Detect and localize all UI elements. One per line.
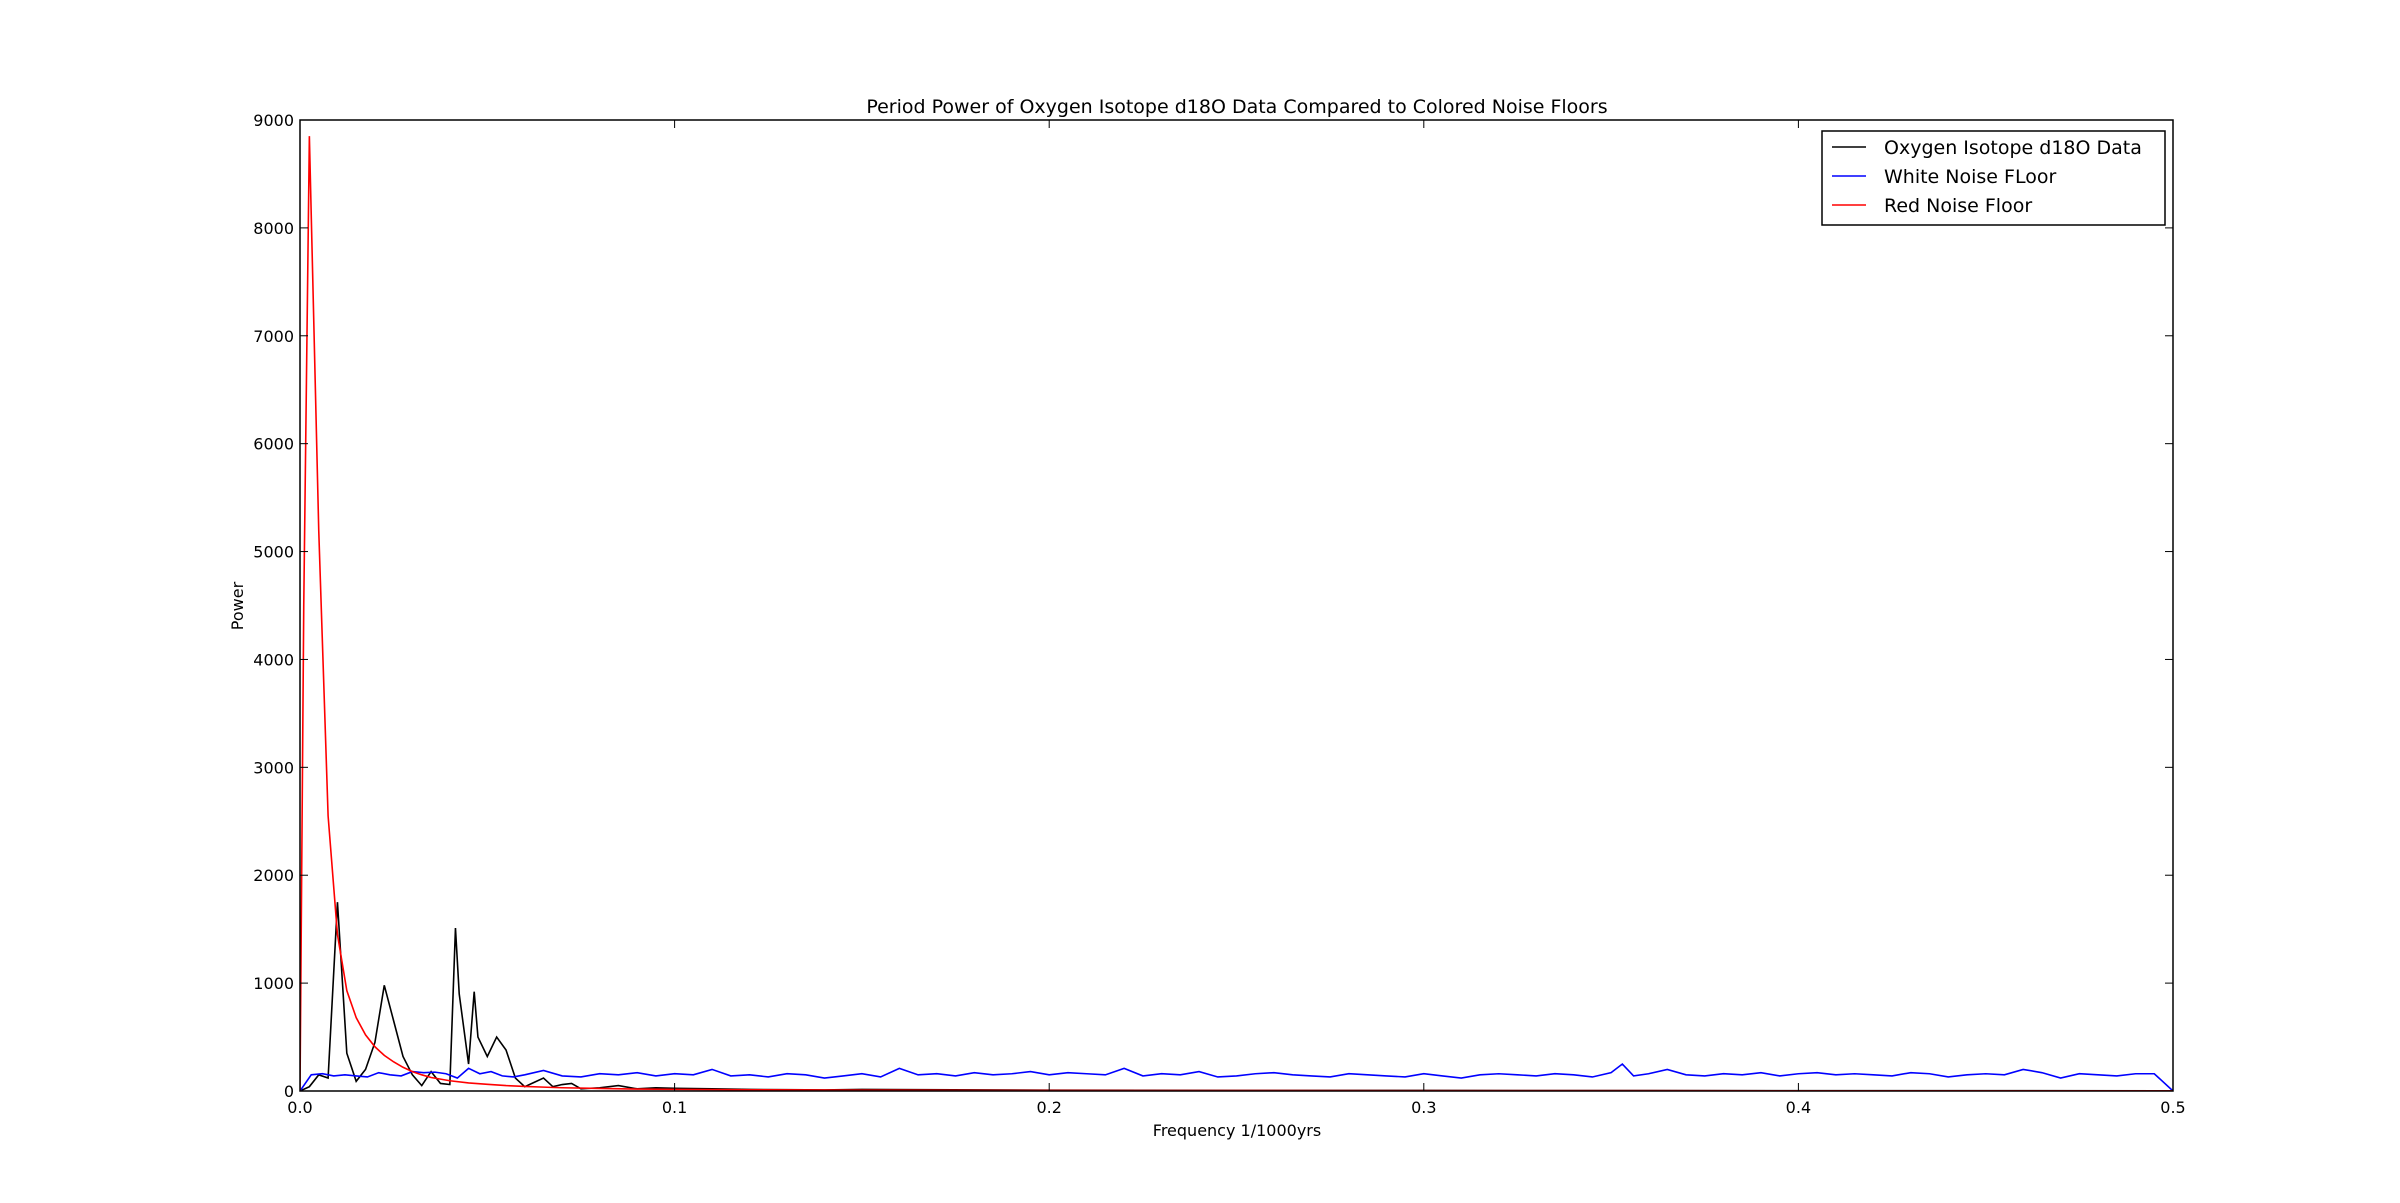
x-tick-label: 0.4 — [1786, 1098, 1811, 1117]
y-tick-label: 9000 — [253, 111, 294, 130]
y-tick-label: 5000 — [253, 543, 294, 562]
legend-box — [1821, 130, 2166, 226]
y-tick-label: 1000 — [253, 974, 294, 993]
y-tick-label: 4000 — [253, 650, 294, 669]
legend-label-2: White Noise FLoor — [1884, 166, 2056, 188]
legend: Oxygen Isotope d18O Data White Noise FLoo… — [1821, 130, 2166, 226]
y-tick-label: 7000 — [253, 327, 294, 346]
y-tick-label: 0 — [284, 1082, 294, 1101]
x-tick-label: 0.5 — [2160, 1098, 2185, 1117]
legend-label-3: Red Noise Floor — [1884, 195, 2032, 217]
y-tick-label: 2000 — [253, 866, 294, 885]
y-axis: 0 1000 2000 3000 4000 5000 6000 7000 8000 9000 — [253, 111, 2173, 1101]
y-tick-label: 8000 — [253, 219, 294, 238]
chart-title: Period Power of Oxygen Isotope d18O Data… — [866, 96, 1607, 118]
legend-label-1: Oxygen Isotope d18O Data — [1884, 137, 2142, 159]
y-axis-label: Power — [228, 581, 247, 630]
y-tick-label: 3000 — [253, 758, 294, 777]
y-tick-label: 6000 — [253, 435, 294, 454]
series-line-2 — [300, 1062, 2173, 1091]
x-axis: 0.0 0.1 0.2 0.3 0.4 0.5 — [287, 120, 2186, 1117]
x-tick-label: 0.0 — [287, 1098, 312, 1117]
x-tick-label: 0.2 — [1036, 1098, 1061, 1117]
x-tick-label: 0.3 — [1411, 1098, 1436, 1117]
x-tick-label: 0.1 — [662, 1098, 687, 1117]
x-axis-label: Frequency 1/1000yrs — [1153, 1121, 1321, 1140]
plot-frame — [299, 119, 2174, 1092]
